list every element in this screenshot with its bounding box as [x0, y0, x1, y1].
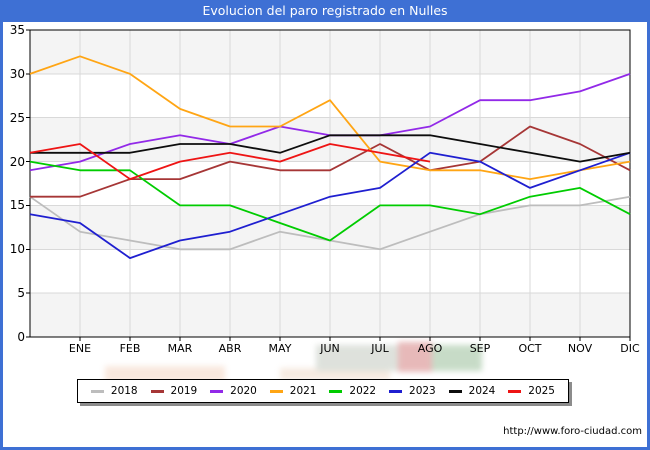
- y-axis-label-25: 25: [9, 110, 25, 125]
- x-axis-label-sep: SEP: [469, 342, 491, 355]
- series-line-2025: [29, 143, 431, 181]
- x-axis-label-may: MAY: [268, 342, 292, 355]
- legend-item-2025: 2025: [508, 385, 555, 397]
- footer-url-link[interactable]: http://www.foro-ciudad.com: [503, 426, 642, 437]
- legend-label-2022: 2022: [349, 385, 377, 397]
- legend-swatch-2022: [329, 389, 343, 393]
- watermark-blob: [316, 345, 398, 371]
- watermark-blob: [432, 345, 482, 371]
- chart-title-bar: Evolucion del paro registrado en Nulles: [0, 0, 650, 22]
- series-line-2023: [29, 151, 631, 260]
- legend-item-2018: 2018: [90, 385, 138, 397]
- series-line-2024: [30, 134, 631, 163]
- legend-swatch-2025: [508, 389, 522, 393]
- legend-label-2019: 2019: [170, 385, 198, 397]
- legend-swatch-2021: [269, 389, 283, 393]
- x-axis-label-feb: FEB: [119, 342, 141, 355]
- legend-swatch-2020: [210, 389, 224, 393]
- x-axis-label-dic: DIC: [620, 342, 640, 355]
- legend-item-2022: 2022: [329, 385, 376, 397]
- frame-border-left: [0, 0, 3, 450]
- series-line-2021: [29, 55, 631, 181]
- y-axis-label-30: 30: [9, 66, 25, 81]
- legend-item-2023: 2023: [389, 385, 436, 397]
- x-axis-label-jun: JUN: [320, 342, 340, 355]
- chart-title: Evolucion del paro registrado en Nulles: [202, 3, 448, 18]
- x-axis-label-jul: JUL: [371, 342, 389, 355]
- x-axis-label-nov: NOV: [567, 342, 593, 355]
- legend-label-2023: 2023: [409, 385, 436, 397]
- y-axis-label-20: 20: [9, 154, 25, 169]
- frame-border-right: [647, 0, 650, 450]
- legend-label-2018: 2018: [110, 385, 138, 397]
- legend-item-2020: 2020: [210, 385, 257, 397]
- legend-label-2025: 2025: [528, 385, 555, 397]
- legend-label-2020: 2020: [230, 385, 257, 397]
- x-axis-label-mar: MAR: [167, 342, 193, 355]
- legend-swatch-2023: [389, 389, 403, 393]
- watermark-blob: [105, 366, 225, 382]
- x-axis-label-ago: AGO: [417, 342, 443, 355]
- y-axis-label-35: 35: [9, 23, 25, 37]
- legend-swatch-2018: [90, 389, 104, 393]
- legend-swatch-2019: [150, 389, 164, 393]
- y-axis-label-10: 10: [9, 242, 25, 257]
- legend-item-2021: 2021: [269, 385, 317, 397]
- x-axis-label-oct: OCT: [518, 342, 542, 355]
- frame-border-bottom: [0, 447, 650, 450]
- legend-swatch-2024: [448, 389, 462, 393]
- x-axis-label-abr: ABR: [218, 342, 242, 355]
- chart-legend: 2018 2019 2020 2021 2022 2023 2024 2025: [77, 379, 569, 403]
- x-axis-label-ene: ENE: [68, 342, 92, 355]
- legend-item-2024: 2024: [448, 385, 496, 397]
- y-axis-label-15: 15: [9, 198, 25, 213]
- y-axis-label-0: 0: [17, 330, 25, 344]
- legend-label-2021: 2021: [289, 385, 317, 397]
- y-axis-label-5: 5: [17, 286, 25, 301]
- legend-label-2024: 2024: [468, 385, 496, 397]
- watermark-blob: [280, 368, 390, 380]
- watermark-blob: [398, 342, 432, 372]
- legend-item-2019: 2019: [150, 385, 198, 397]
- series-line-2022: [29, 160, 631, 242]
